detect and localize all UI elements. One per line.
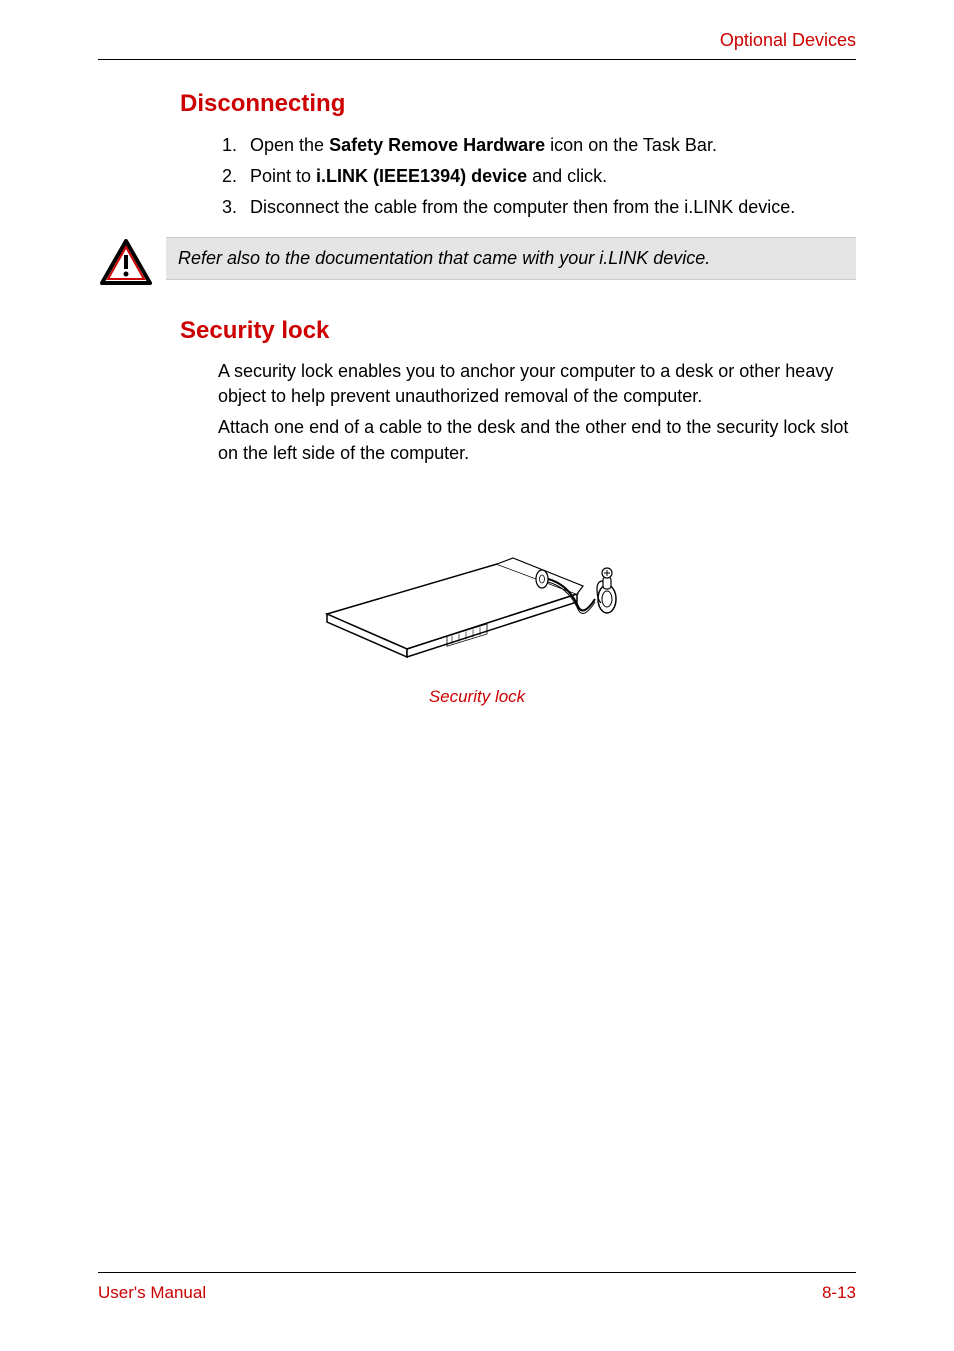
figure-caption: Security lock bbox=[98, 687, 856, 707]
footer-divider bbox=[98, 1272, 856, 1273]
security-lock-para-1: A security lock enables you to anchor yo… bbox=[218, 359, 856, 409]
note-text: Refer also to the documentation that cam… bbox=[166, 237, 856, 280]
disconnecting-steps: Open the Safety Remove Hardware icon on … bbox=[242, 132, 856, 221]
step-3: Disconnect the cable from the computer t… bbox=[242, 194, 856, 221]
security-lock-para-2: Attach one end of a cable to the desk an… bbox=[218, 415, 856, 465]
footer-page-number: 8-13 bbox=[822, 1283, 856, 1303]
header-chapter-title: Optional Devices bbox=[98, 30, 856, 59]
security-lock-figure: Security lock bbox=[98, 484, 856, 707]
page-footer: User's Manual 8-13 bbox=[0, 1272, 954, 1351]
footer-manual-label: User's Manual bbox=[98, 1283, 206, 1303]
step-1: Open the Safety Remove Hardware icon on … bbox=[242, 132, 856, 159]
warning-icon bbox=[98, 237, 154, 287]
header-divider bbox=[98, 59, 856, 60]
note-callout: Refer also to the documentation that cam… bbox=[98, 237, 856, 287]
section-title-disconnecting: Disconnecting bbox=[180, 90, 856, 118]
section-title-security-lock: Security lock bbox=[180, 317, 856, 345]
step-2: Point to i.LINK (IEEE1394) device and cl… bbox=[242, 163, 856, 190]
